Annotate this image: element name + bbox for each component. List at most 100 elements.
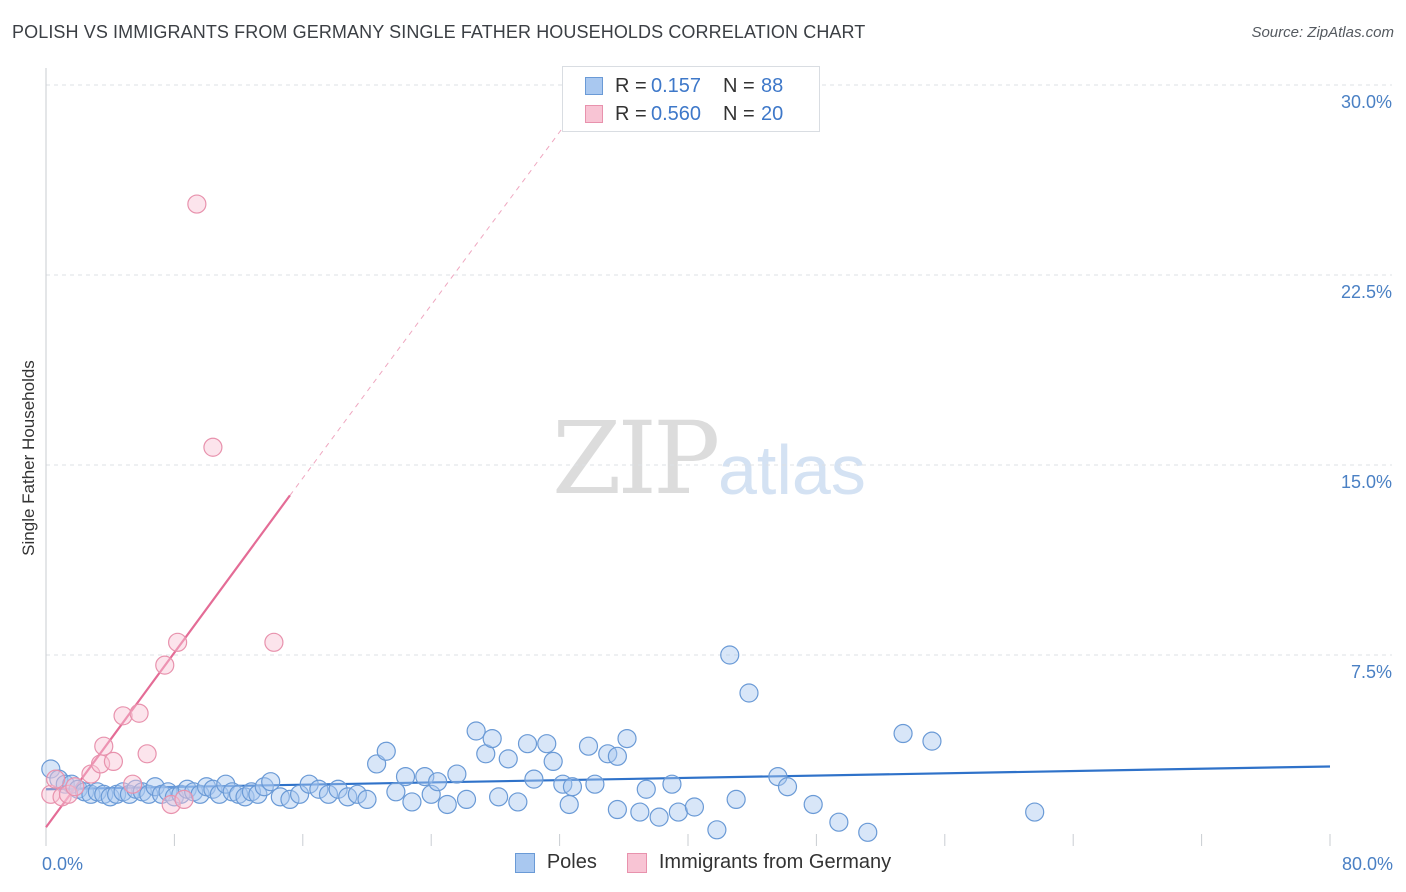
- germany-point: [203, 437, 223, 457]
- poles-point: [630, 802, 650, 822]
- germany-trend-line: [45, 494, 291, 828]
- poles-point: [261, 772, 281, 792]
- germany-point: [58, 784, 79, 804]
- poles-point: [617, 728, 637, 749]
- n-value: 20: [761, 102, 784, 125]
- poles-point: [489, 787, 509, 807]
- poles-point: [289, 784, 310, 804]
- germany-trend-extension: [289, 110, 577, 496]
- poles-point: [578, 736, 599, 756]
- poles-point: [768, 766, 788, 787]
- germany-point: [113, 706, 133, 726]
- poles-point: [367, 754, 387, 774]
- germany-point: [81, 764, 101, 784]
- poles-point: [803, 794, 823, 815]
- watermark-atlas: atlas: [718, 431, 866, 509]
- germany-point: [129, 703, 149, 723]
- germany-point: [94, 736, 114, 756]
- poles-point: [607, 799, 627, 820]
- poles-point: [203, 779, 223, 799]
- germany-point: [187, 194, 207, 214]
- source-label: Source: ZipAtlas.com: [1251, 24, 1394, 41]
- germany-point: [174, 789, 194, 810]
- n-label: N =: [723, 74, 755, 97]
- legend-label-germany: Immigrants from Germany: [658, 851, 892, 873]
- y-tick-label: 7.5%: [1351, 662, 1392, 682]
- poles-point: [922, 731, 942, 751]
- germany-point: [103, 751, 124, 772]
- axes: [45, 68, 1331, 846]
- poles-point: [777, 777, 798, 797]
- n-value: 88: [761, 74, 784, 97]
- poles-point: [318, 784, 339, 804]
- poles-point: [893, 723, 913, 744]
- tick-labels: 7.5% 15.0% 22.5% 30.0% 0.0% 80.0% Single Fathe…: [19, 92, 1393, 874]
- poles-point: [829, 812, 849, 832]
- x-tick-label: 80.0%: [1342, 854, 1393, 874]
- poles-point: [739, 683, 759, 703]
- poles-point: [559, 794, 579, 815]
- germany-point: [123, 774, 143, 794]
- poles-point: [517, 734, 538, 754]
- poles-point: [376, 741, 396, 761]
- poles-point: [498, 749, 518, 769]
- poles-point: [145, 777, 165, 797]
- legend-swatch-poles: [585, 77, 603, 95]
- legend-row-germany: R = 0.560 N = 20: [585, 102, 783, 126]
- poles-point: [328, 779, 348, 799]
- poles-point: [437, 794, 457, 815]
- poles-point: [309, 779, 329, 799]
- poles-point: [726, 789, 746, 810]
- germany-point: [161, 794, 181, 815]
- poles-point: [649, 807, 669, 827]
- poles-point: [1025, 802, 1045, 822]
- poles-point: [858, 822, 878, 842]
- y-tick-label: 15.0%: [1341, 472, 1392, 492]
- poles-point: [466, 721, 486, 741]
- y-tick-label: 30.0%: [1341, 92, 1392, 112]
- data-points: [41, 194, 1045, 842]
- germany-point: [137, 744, 157, 764]
- germany-point: [65, 777, 85, 797]
- legend-item-poles[interactable]: Poles: [514, 851, 597, 874]
- poles-point: [585, 774, 605, 794]
- poles-point: [357, 789, 377, 810]
- watermark-zip: ZIP: [552, 400, 720, 517]
- r-label: R =: [615, 102, 647, 125]
- poles-point: [684, 797, 705, 817]
- poles-point: [395, 766, 416, 787]
- poles-point: [607, 746, 627, 766]
- poles-point: [636, 779, 656, 799]
- poles-point: [386, 782, 406, 802]
- series-legend: Poles Immigrants from Germany: [0, 851, 1406, 874]
- poles-point: [299, 774, 319, 794]
- correlation-legend: R = 0.157 N = 88 R = 0.560 N = 20: [562, 66, 820, 132]
- legend-swatch-germany: [626, 852, 647, 873]
- poles-point: [524, 769, 544, 789]
- poles-point: [543, 751, 563, 772]
- germany-point: [168, 632, 188, 652]
- poles-point: [415, 766, 435, 787]
- poles-point: [562, 777, 583, 797]
- poles-point: [456, 789, 477, 810]
- poles-point: [421, 784, 441, 804]
- poles-point: [402, 792, 422, 812]
- chart-title: POLISH VS IMMIGRANTS FROM GERMANY SINGLE…: [12, 22, 866, 42]
- r-value: 0.560: [651, 102, 702, 125]
- y-tick-label: 22.5%: [1341, 282, 1392, 302]
- trend-lines: [45, 110, 1331, 828]
- poles-point: [668, 802, 688, 822]
- legend-swatch-poles: [514, 852, 535, 873]
- legend-item-germany[interactable]: Immigrants from Germany: [626, 851, 892, 874]
- germany-point: [46, 769, 66, 789]
- poles-point: [248, 784, 268, 804]
- r-value: 0.157: [651, 74, 702, 97]
- poles-point: [254, 777, 274, 797]
- poles-point: [447, 764, 467, 784]
- poles-point: [280, 789, 300, 810]
- poles-point: [707, 820, 727, 840]
- poles-point: [720, 645, 740, 665]
- legend-swatch-germany: [585, 105, 603, 123]
- poles-point: [428, 772, 448, 792]
